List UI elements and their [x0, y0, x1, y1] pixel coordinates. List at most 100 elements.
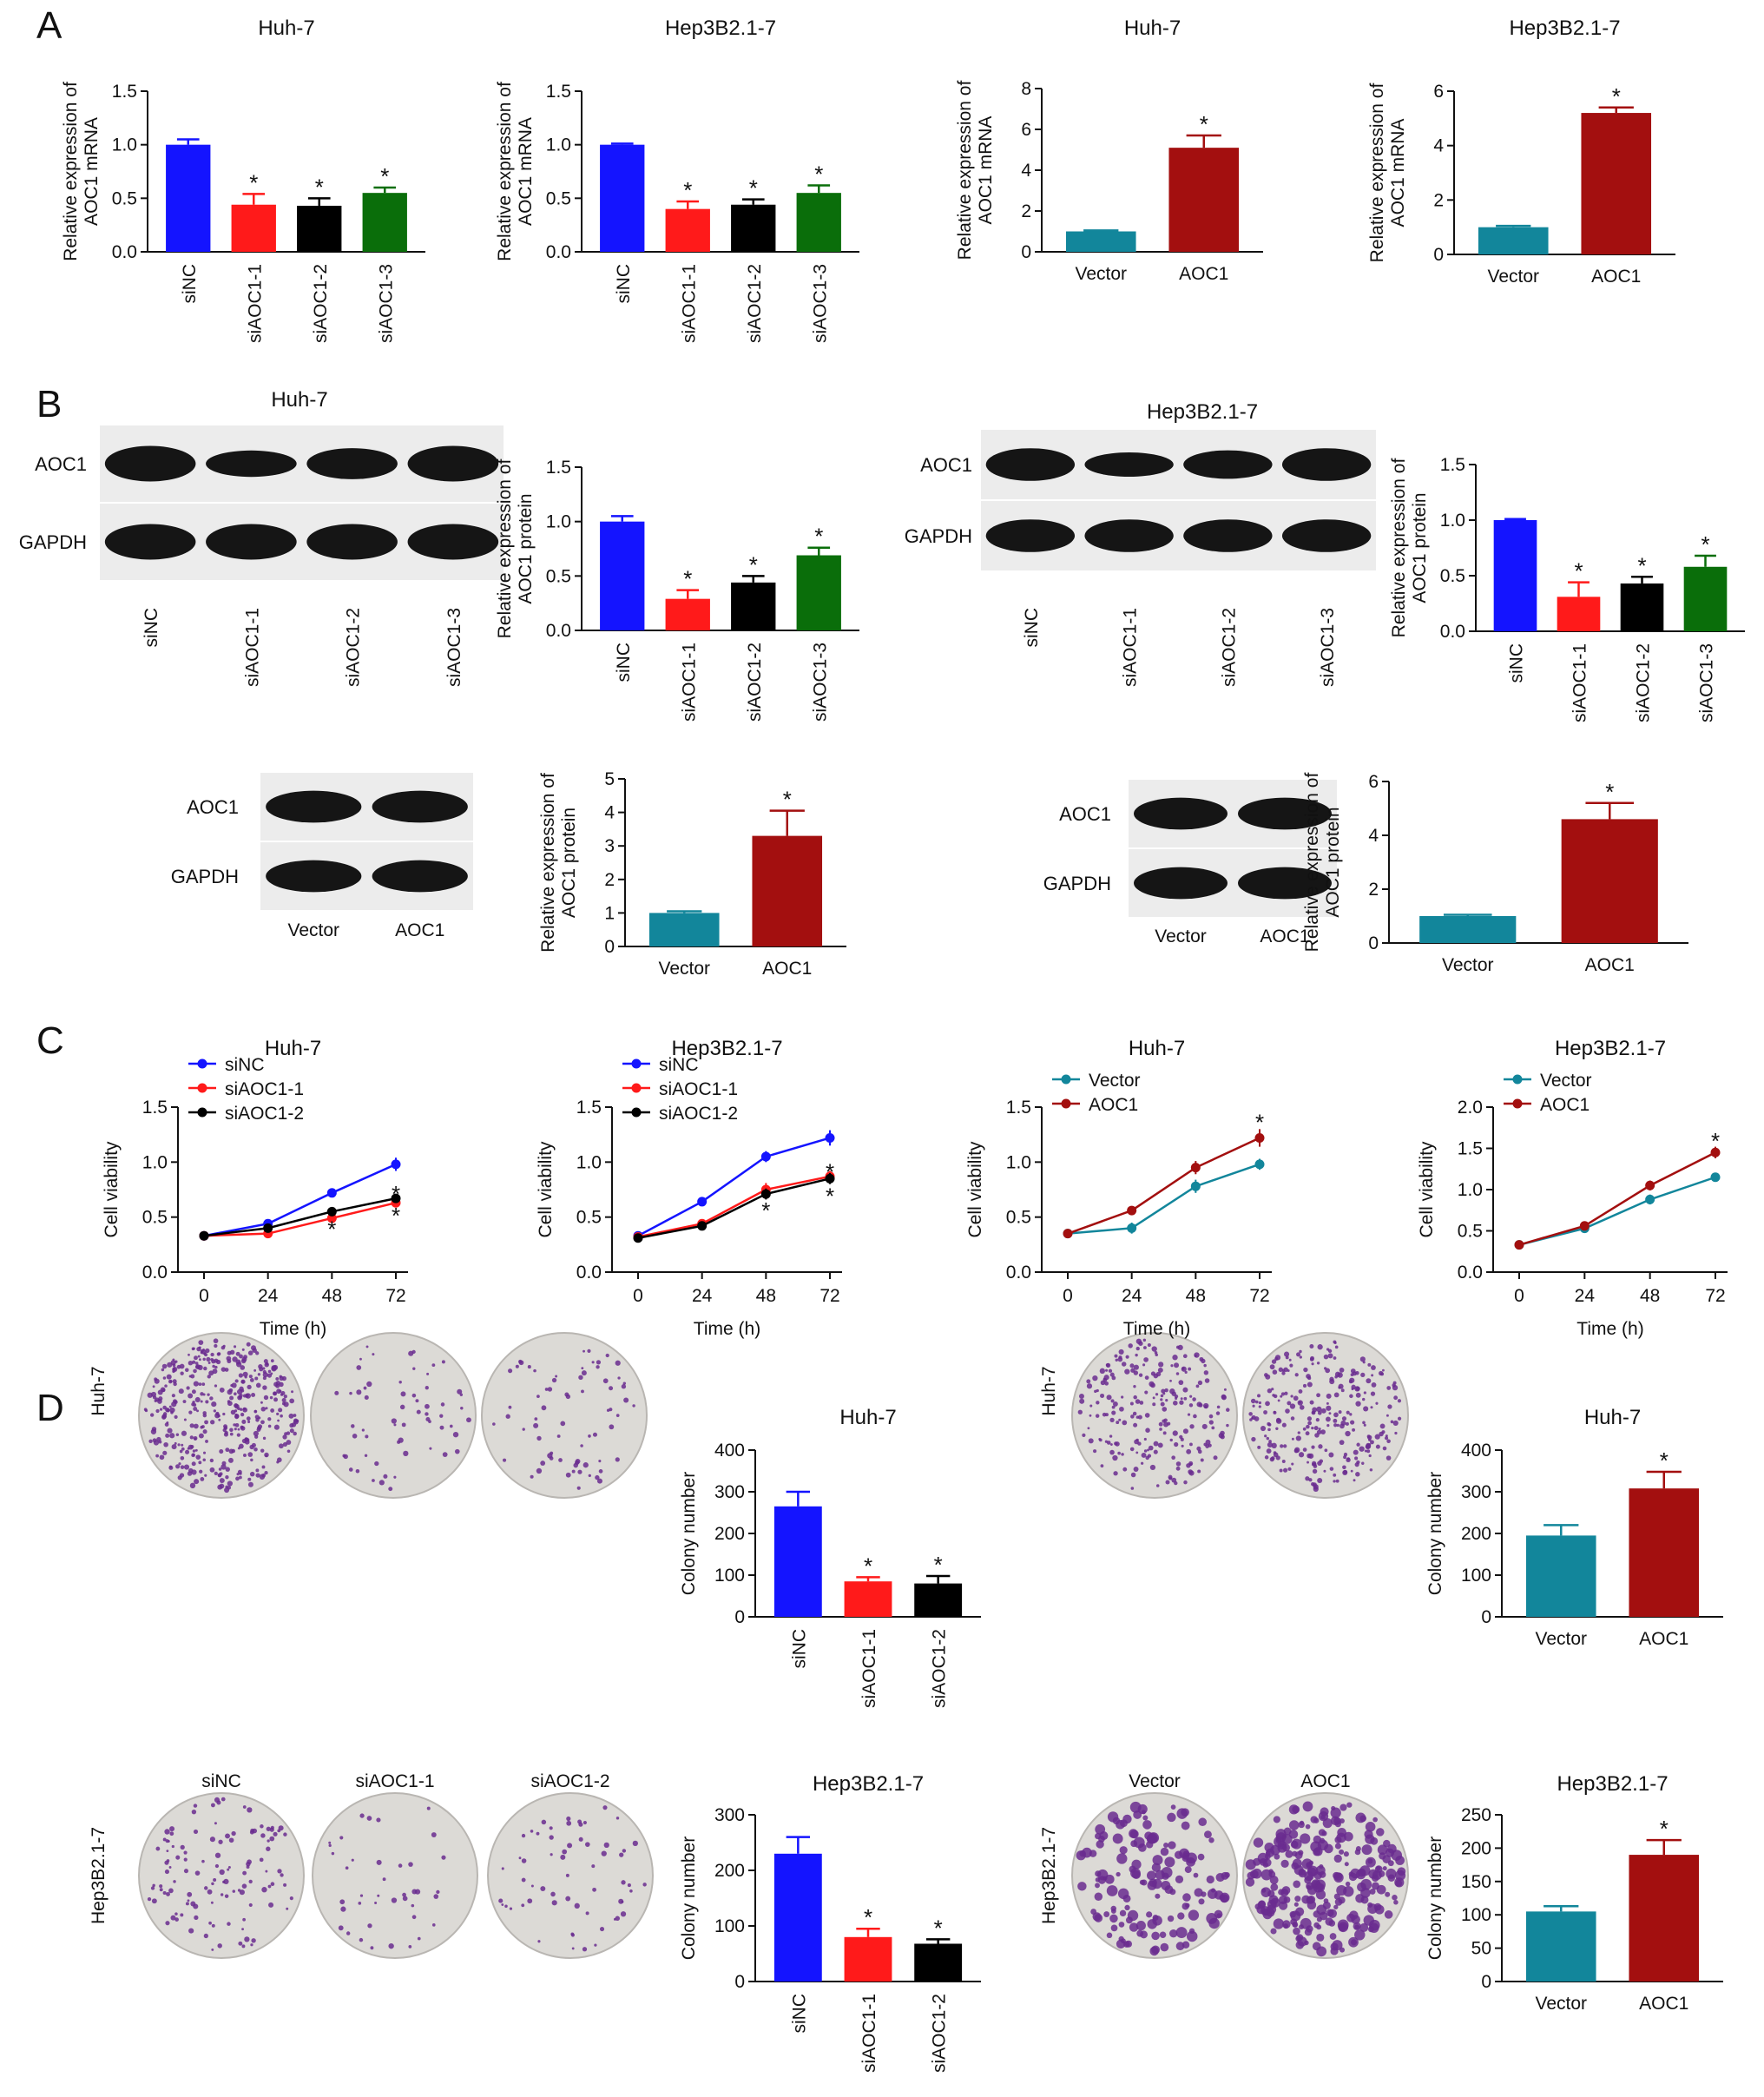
- colony-dot: [502, 1458, 507, 1462]
- colony-dot: [1279, 1901, 1288, 1910]
- colony-dot: [1196, 1446, 1201, 1451]
- colony-dot: [1340, 1420, 1346, 1426]
- colony-dot: [240, 1425, 244, 1429]
- colony-dot: [1188, 1367, 1192, 1371]
- colony-dish: [138, 1332, 305, 1499]
- colony-dot: [621, 1384, 627, 1389]
- colony-dot: [165, 1921, 170, 1926]
- legend-label: siAOC1-1: [659, 1079, 738, 1099]
- colony-dot: [1309, 1400, 1314, 1405]
- colony-dot: [231, 1382, 237, 1388]
- colony-dot: [391, 1418, 397, 1424]
- colony-dot: [1325, 1917, 1333, 1926]
- colony-dot: [1095, 1414, 1100, 1418]
- colony-dot: [260, 1448, 265, 1453]
- colony-dot: [180, 1455, 185, 1461]
- colony-dot: [534, 1417, 538, 1421]
- dish-row-label: Huh-7: [89, 1366, 109, 1415]
- y-axis-label: Cell viability: [536, 1141, 556, 1237]
- colony-dot: [1106, 1885, 1118, 1896]
- y-tick-label: 4: [604, 803, 615, 823]
- colony-dot: [1317, 1461, 1322, 1466]
- colony-dot: [1142, 1820, 1152, 1830]
- colony-dot: [1374, 1434, 1380, 1440]
- colony-dot: [1157, 1442, 1163, 1448]
- blot-band: [985, 519, 1076, 552]
- bar-siNC: [600, 144, 645, 252]
- colony-dot: [348, 1467, 353, 1472]
- colony-dot: [1181, 1821, 1190, 1830]
- colony-dot: [1362, 1397, 1366, 1401]
- colony-dot: [286, 1431, 291, 1435]
- y-tick-label: 2: [1368, 880, 1379, 900]
- colony-dot: [1293, 1902, 1299, 1907]
- colony-dot: [566, 1816, 571, 1822]
- colony-dot: [359, 1813, 365, 1818]
- colony-dot: [1280, 1859, 1289, 1868]
- colony-dot: [1115, 1358, 1118, 1362]
- colony-dot: [374, 1461, 379, 1467]
- colony-dot: [173, 1367, 176, 1370]
- x-tick-label: Vector: [1442, 955, 1494, 975]
- colony-dot: [232, 1356, 238, 1362]
- colony-dot: [1298, 1452, 1305, 1458]
- colony-dot: [1095, 1823, 1106, 1835]
- colony-dot: [393, 1423, 397, 1427]
- colony-dot: [1333, 1893, 1340, 1900]
- colony-dot: [1167, 1915, 1175, 1922]
- colony-dot: [1271, 1359, 1277, 1364]
- colony-dot: [150, 1428, 157, 1434]
- colony-dot: [1354, 1924, 1360, 1930]
- blot-band: [306, 448, 398, 479]
- colony-dot: [167, 1362, 173, 1368]
- colony-dot: [1189, 1424, 1195, 1429]
- colony-dot: [1298, 1869, 1306, 1876]
- y-tick-label: 400: [1461, 1441, 1491, 1461]
- colony-dot: [1143, 1449, 1148, 1453]
- colony-dot: [1183, 1396, 1188, 1401]
- colony-dot: [1129, 1830, 1139, 1839]
- colony-dot: [1298, 1821, 1305, 1829]
- colony-dot: [1264, 1455, 1269, 1460]
- colony-dot: [1280, 1395, 1283, 1398]
- colony-dot: [254, 1434, 259, 1439]
- chart-title: Huh-7: [1584, 1406, 1641, 1429]
- colony-dot: [1288, 1358, 1292, 1362]
- colony-dot: [172, 1369, 175, 1374]
- colony-dot: [1353, 1449, 1359, 1455]
- colony-dot: [1316, 1362, 1320, 1365]
- colony-dot: [1332, 1940, 1343, 1951]
- colony-dot: [267, 1424, 272, 1428]
- colony-dot: [1305, 1431, 1310, 1436]
- colony-dot: [269, 1395, 273, 1400]
- colony-dot: [571, 1469, 576, 1474]
- colony-dot: [194, 1362, 199, 1365]
- colony-dot: [596, 1478, 602, 1484]
- y-axis-label: Cell viability: [102, 1141, 122, 1237]
- colony-dot: [339, 1836, 344, 1840]
- colony-dot: [1096, 1388, 1099, 1393]
- significance-mark: *: [683, 177, 692, 203]
- colony-dot: [1109, 1449, 1115, 1455]
- colony-dot: [1375, 1444, 1380, 1449]
- legend-marker: [631, 1058, 642, 1069]
- data-point: [1710, 1147, 1721, 1157]
- colony-dot: [193, 1435, 198, 1441]
- x-tick-label: Vector: [658, 959, 710, 979]
- colony-dot: [1365, 1444, 1371, 1450]
- data-point: [1710, 1172, 1721, 1183]
- colony-dot: [200, 1400, 203, 1403]
- y-axis-label: AOC1 protein: [1410, 492, 1430, 603]
- colony-dot: [1258, 1405, 1261, 1408]
- colony-dot: [202, 1357, 206, 1362]
- colony-dot: [1370, 1440, 1374, 1445]
- colony-dot: [1382, 1446, 1387, 1451]
- colony-dot: [143, 1408, 148, 1412]
- colony-dot: [197, 1355, 201, 1358]
- colony-dot: [1135, 1921, 1146, 1931]
- colony-dot: [152, 1438, 157, 1443]
- colony-dot: [209, 1458, 214, 1463]
- series-line-AOC1: [1518, 1151, 1716, 1246]
- colony-dot: [439, 1425, 444, 1430]
